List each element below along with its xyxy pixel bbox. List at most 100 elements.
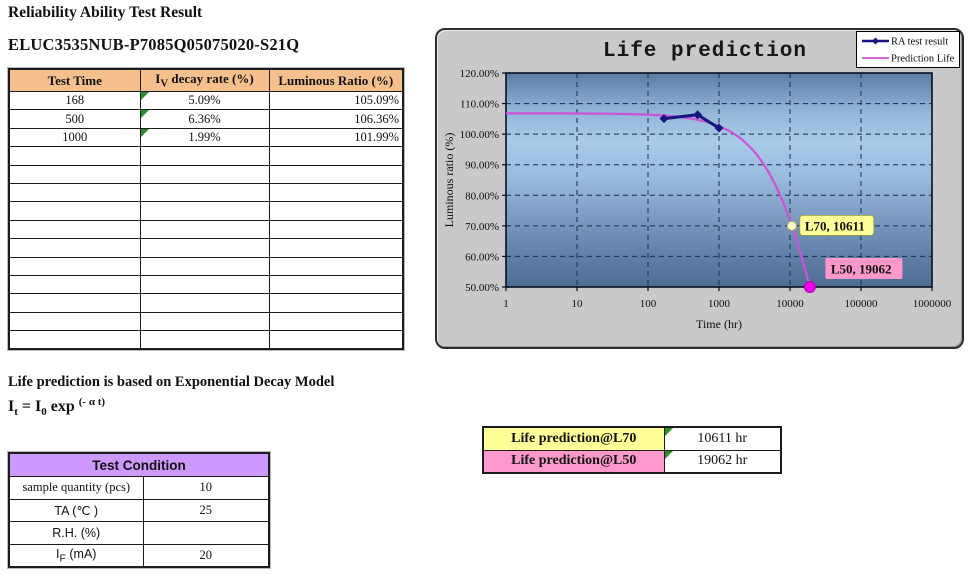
diamond-marker <box>659 114 669 124</box>
y-tick-label: 80.00% <box>465 190 499 202</box>
cell-luminous-ratio <box>268 238 404 258</box>
cell-test-time <box>8 293 141 313</box>
cell-test-time: 1000 <box>8 127 141 148</box>
prediction-value: 19062 hr <box>663 449 782 474</box>
chart-legend: RA test result Prediction Life <box>856 31 960 68</box>
x-tick-label: 100000 <box>845 298 879 310</box>
condition-label: sample quantity (pcs) <box>8 476 144 500</box>
condition-value: 25 <box>142 498 270 523</box>
cell-test-time <box>8 164 141 184</box>
diamond-marker <box>693 110 703 120</box>
result-empty-row <box>8 146 404 166</box>
condition-row: IF (mA) 20 <box>8 543 270 568</box>
cell-decay-rate: 1.99% <box>139 127 270 148</box>
result-empty-row <box>8 330 404 350</box>
y-tick-label: 110.00% <box>460 99 499 111</box>
cell-decay-rate: 5.09% <box>139 90 270 111</box>
condition-label: IF (mA) <box>8 543 144 568</box>
condition-label: TA (℃ ) <box>8 498 144 523</box>
column-header-test-time: Test Time <box>8 68 141 92</box>
result-empty-row <box>8 293 404 313</box>
x-tick-label: 10000 <box>776 298 804 310</box>
cell-luminous-ratio <box>268 293 404 313</box>
cell-test-time: 500 <box>8 109 141 129</box>
cell-test-time <box>8 256 141 276</box>
cell-luminous-ratio <box>268 201 404 221</box>
cell-decay-rate <box>139 146 270 166</box>
prediction-summary-row: Life prediction@L50 19062 hr <box>482 449 782 474</box>
legend-entry-ra: RA test result <box>891 37 948 48</box>
life-prediction-chart: 120.00% 110.00% 100.00% 90.00% 80.00% 70.00% 6… <box>435 28 964 349</box>
y-tick-label: 90.00% <box>465 160 499 172</box>
legend-diamond-icon <box>872 37 879 45</box>
cell-decay-rate <box>139 256 270 276</box>
cell-test-time <box>8 219 141 240</box>
prediction-label: Life prediction@L70 <box>482 426 665 451</box>
legend-entry-prediction: Prediction Life <box>891 54 955 65</box>
l70-point <box>786 220 797 231</box>
y-tick-label: 50.00% <box>465 282 499 294</box>
result-row: 168 5.09% 105.09% <box>8 90 404 111</box>
cell-test-time <box>8 146 141 166</box>
cell-test-time <box>8 311 141 332</box>
cell-decay-rate <box>139 182 270 203</box>
cell-luminous-ratio <box>268 256 404 276</box>
cell-luminous-ratio: 106.36% <box>268 109 404 129</box>
report-title: Reliability Ability Test Result <box>8 4 203 21</box>
cell-test-time <box>8 182 141 203</box>
x-tick-label: 1000 <box>708 298 731 310</box>
result-empty-row <box>8 201 404 221</box>
prediction-value: 10611 hr <box>663 426 782 451</box>
cell-decay-rate <box>139 201 270 221</box>
cell-luminous-ratio <box>268 164 404 184</box>
cell-decay-rate <box>139 330 270 350</box>
cell-test-time <box>8 330 141 350</box>
cell-test-time <box>8 238 141 258</box>
cell-test-time <box>8 201 141 221</box>
l50-annotation: L50, 19062 <box>803 258 903 293</box>
cell-test-time: 168 <box>8 90 141 111</box>
column-header-decay-rate: IV decay rate (%) <box>139 68 270 92</box>
y-tick-label: 100.00% <box>460 129 499 141</box>
condition-label: R.H. (%) <box>8 521 144 545</box>
svg-text:L70, 10611: L70, 10611 <box>805 218 865 233</box>
cell-luminous-ratio <box>268 182 404 203</box>
y-tick-label: 60.00% <box>465 251 499 263</box>
test-condition-header: Test Condition <box>8 452 270 477</box>
life-prediction-plot: 120.00% 110.00% 100.00% 90.00% 80.00% 70.00% 6… <box>442 31 960 331</box>
life-prediction-summary-table: Life prediction@L70 10611 hr Life predicti… <box>482 426 782 474</box>
cell-decay-rate <box>139 293 270 313</box>
cell-decay-rate <box>139 274 270 295</box>
condition-value: 20 <box>142 543 270 568</box>
cell-luminous-ratio: 105.09% <box>268 90 404 111</box>
l50-point <box>803 281 816 293</box>
y-tick-label: 70.00% <box>465 221 499 233</box>
result-empty-row <box>8 164 404 184</box>
x-tick-label: 100 <box>640 298 657 310</box>
cell-luminous-ratio <box>268 274 404 295</box>
prediction-life-curve <box>506 112 811 288</box>
cell-decay-rate <box>139 219 270 240</box>
svg-text:L50, 19062: L50, 19062 <box>831 262 892 277</box>
result-empty-row <box>8 274 404 295</box>
condition-value <box>142 521 270 545</box>
condition-header-row: Test Condition <box>8 452 270 477</box>
y-axis-title: Luminous ratio (%) <box>442 133 456 228</box>
cell-decay-rate <box>139 311 270 332</box>
cell-decay-rate <box>139 238 270 258</box>
part-number: ELUC3535NUB-P7085Q05075020-S21Q <box>8 35 300 54</box>
decay-model-formula: It = I0 exp (- α t) <box>8 396 106 419</box>
condition-value: 10 <box>142 476 270 500</box>
cell-test-time <box>8 274 141 295</box>
result-empty-row <box>8 256 404 276</box>
cell-decay-rate: 6.36% <box>139 109 270 129</box>
cell-decay-rate <box>139 164 270 184</box>
l70-annotation: L70, 10611 <box>786 214 875 236</box>
x-tick-label: 1000000 <box>913 298 952 310</box>
decay-model-caption: Life prediction is based on Exponential … <box>8 374 335 390</box>
reliability-result-table: Test Time IV decay rate (%) Luminous Rat… <box>7 66 405 352</box>
column-header-luminous-ratio: Luminous Ratio (%) <box>268 68 404 92</box>
y-tick-label: 120.00% <box>460 68 499 80</box>
result-empty-row <box>8 238 404 258</box>
result-empty-row <box>8 219 404 240</box>
